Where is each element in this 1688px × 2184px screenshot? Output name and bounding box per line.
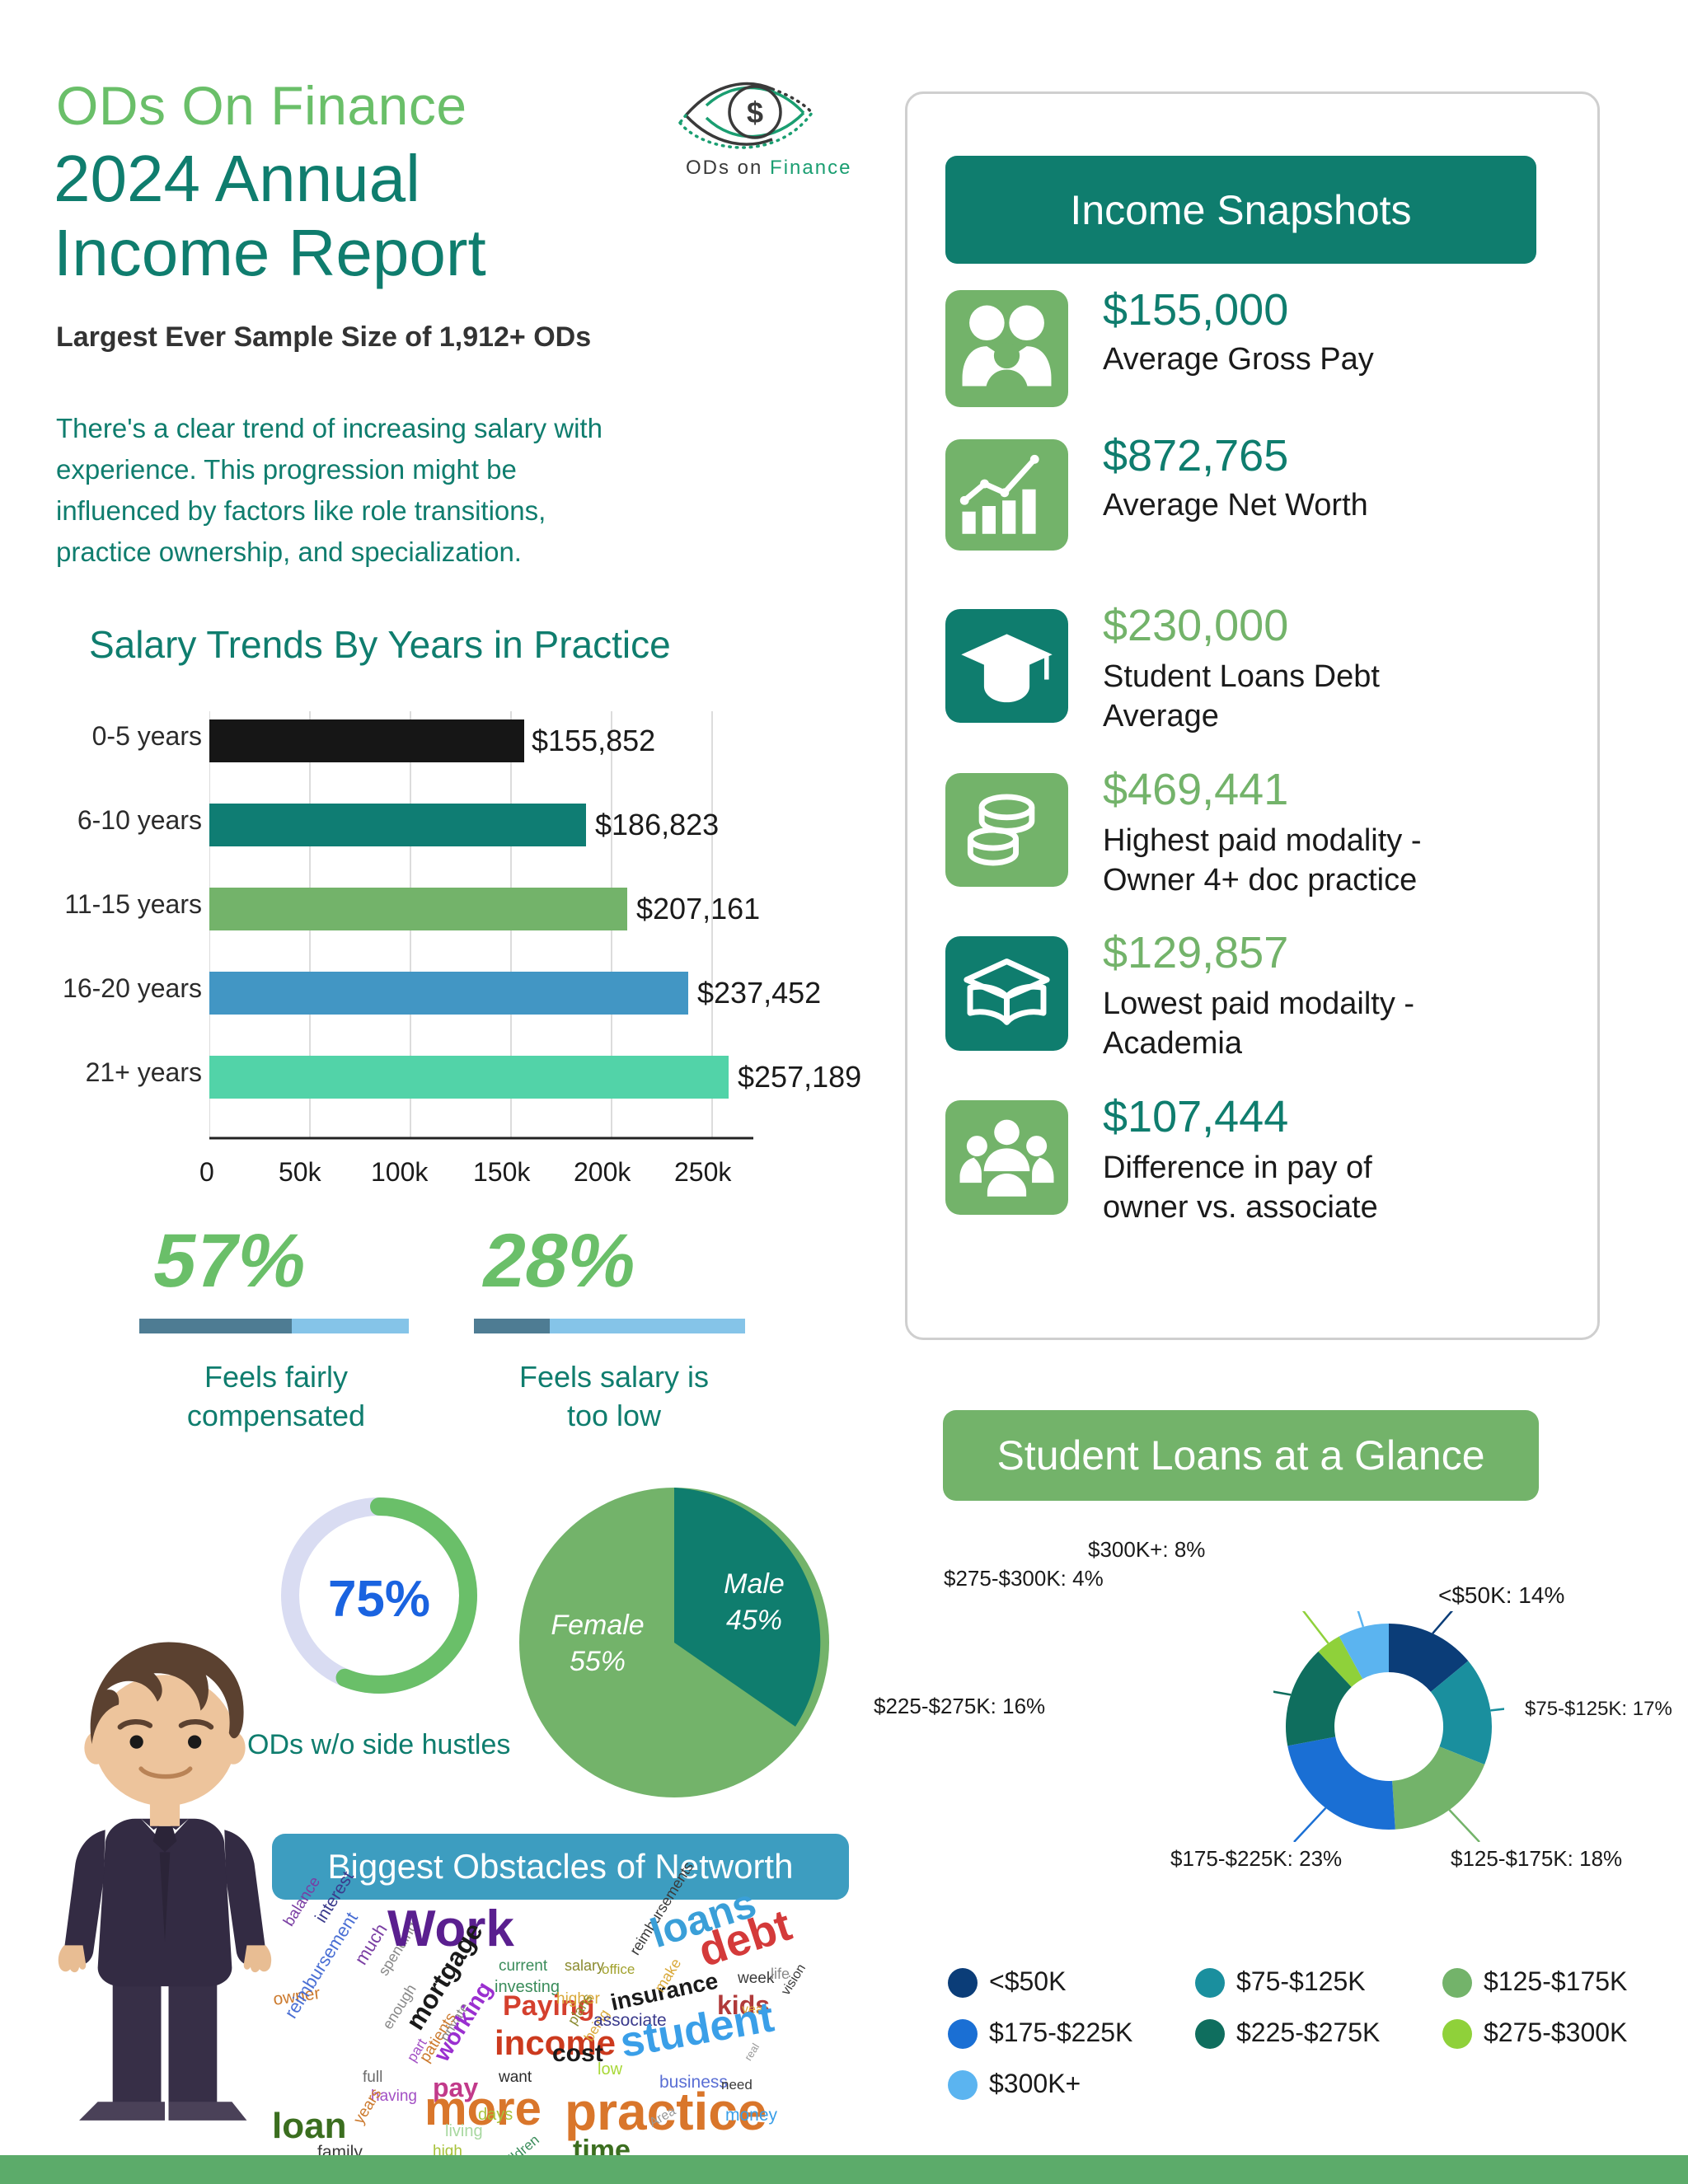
svg-text:$: $	[747, 96, 763, 129]
